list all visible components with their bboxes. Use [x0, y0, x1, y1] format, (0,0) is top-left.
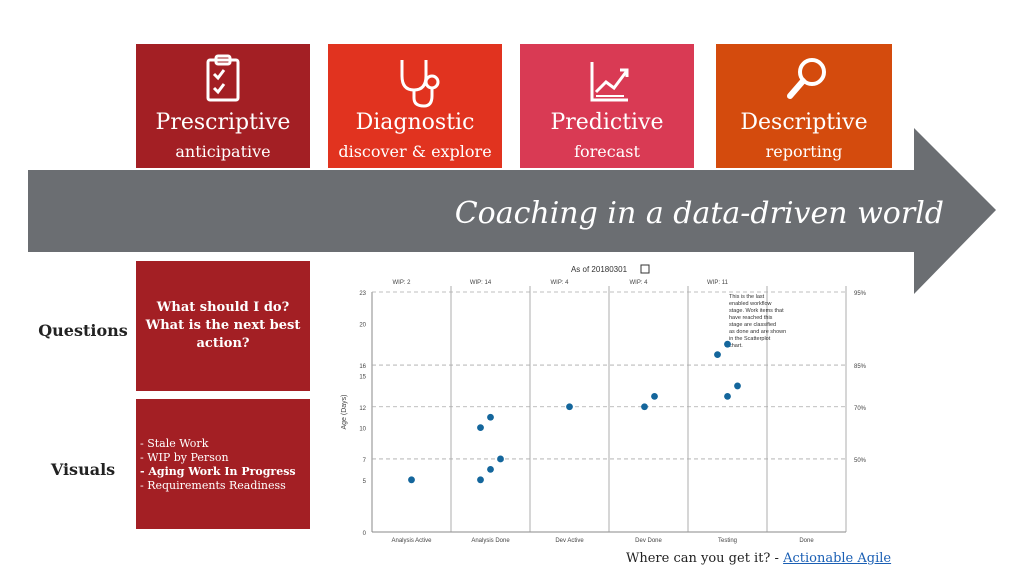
stethoscope-icon	[400, 60, 440, 108]
visual-item: - WIP by Person	[140, 451, 229, 464]
tile-title: Predictive	[550, 110, 664, 135]
magnifier-icon	[787, 58, 826, 99]
coaching-arrow	[28, 128, 996, 294]
x-tick-label: Analysis Active	[391, 538, 432, 544]
data-point	[641, 403, 648, 411]
tile-subtitle: anticipative	[175, 142, 271, 161]
y-tick-label: 15	[359, 374, 366, 380]
footer-prefix: Where can you get it? -	[626, 551, 784, 566]
x-tick-label: Done	[799, 538, 814, 544]
chart-title: As of 20180301	[571, 265, 628, 274]
tile-subtitle: reporting	[765, 142, 843, 161]
y-tick-label: 20	[359, 322, 366, 328]
tile-title: Diagnostic	[355, 110, 475, 135]
tile-title: Prescriptive	[155, 110, 291, 135]
tile-prescriptive: Prescriptive anticipative	[136, 44, 310, 168]
y-tick-label: 12	[359, 406, 366, 412]
visuals-box: - Stale Work - WIP by Person - Aging Wor…	[136, 399, 310, 529]
wip-label: WIP: 4	[629, 280, 648, 286]
data-point	[651, 392, 658, 400]
visuals-label: Visuals	[50, 460, 116, 479]
percentile-label: 85%	[854, 364, 867, 370]
clipboard-check-icon	[206, 54, 240, 102]
actionable-agile-link[interactable]: Actionable Agile	[783, 551, 892, 566]
y-tick-label: 16	[359, 364, 366, 370]
chart-note: This is the last	[729, 294, 765, 300]
data-point	[724, 340, 731, 348]
x-tick-label: Analysis Done	[471, 538, 510, 544]
tile-descriptive: Descriptive reporting	[716, 44, 892, 168]
chart-note: chart.	[729, 343, 743, 349]
data-point	[487, 465, 494, 473]
x-tick-label: Testing	[718, 538, 737, 544]
data-point	[566, 403, 573, 411]
y-tick-label: 23	[359, 291, 366, 297]
y-tick-label: 5	[363, 479, 367, 485]
arrow-text: Coaching in a data-driven world	[454, 196, 944, 231]
data-point	[408, 476, 415, 484]
tile-subtitle: discover & explore	[338, 142, 492, 161]
questions-text: What should I do? What is the next best …	[145, 300, 301, 351]
tile-diagnostic: Diagnostic discover & explore	[328, 44, 502, 168]
tile-title: Descriptive	[740, 110, 868, 135]
data-point	[734, 382, 741, 390]
chart-note: in the Scatterplot	[729, 336, 771, 342]
visual-item: - Requirements Readiness	[140, 479, 286, 492]
wip-label: WIP: 2	[392, 280, 411, 286]
questions-label: Questions	[38, 321, 128, 340]
data-point	[477, 424, 484, 432]
chart-note: as done and are shown	[729, 329, 786, 335]
data-point	[477, 476, 484, 484]
questions-box: What should I do? What is the next best …	[136, 261, 310, 391]
chart-note: stage. Work items that	[729, 308, 784, 314]
data-point	[487, 413, 494, 421]
visual-item: - Aging Work In Progress	[140, 465, 296, 478]
calendar-icon	[640, 264, 650, 274]
data-point	[714, 351, 721, 359]
percentile-label: 50%	[854, 458, 867, 464]
wip-label: WIP: 14	[470, 280, 492, 286]
chart-note: stage are classified	[729, 322, 776, 328]
chart-note: have reached this	[729, 315, 773, 321]
data-point	[724, 392, 731, 400]
data-point	[497, 455, 504, 463]
y-tick-label: 0	[363, 531, 367, 537]
percentile-label: 70%	[854, 406, 867, 412]
y-axis-label: Age (Days)	[341, 394, 348, 429]
trend-chart-icon	[590, 62, 629, 102]
footer: Where can you get it? - Actionable Agile	[626, 551, 891, 566]
wip-label: WIP: 4	[550, 280, 569, 286]
x-tick-label: Dev Done	[635, 538, 662, 544]
tile-predictive: Predictive forecast	[520, 44, 694, 168]
visual-item: - Stale Work	[140, 437, 209, 450]
y-tick-label: 7	[363, 458, 367, 464]
percentile-label: 95%	[854, 291, 867, 297]
chart-note: enabled workflow	[729, 301, 772, 307]
wip-label: WIP: 11	[707, 280, 729, 286]
x-tick-label: Dev Active	[555, 538, 584, 544]
tile-subtitle: forecast	[574, 142, 640, 161]
aging-wip-chart: As of 20180301 0 5 7 10 12 15 16 20 23 Age (Days) 9…	[341, 264, 867, 544]
y-tick-label: 10	[359, 427, 366, 433]
